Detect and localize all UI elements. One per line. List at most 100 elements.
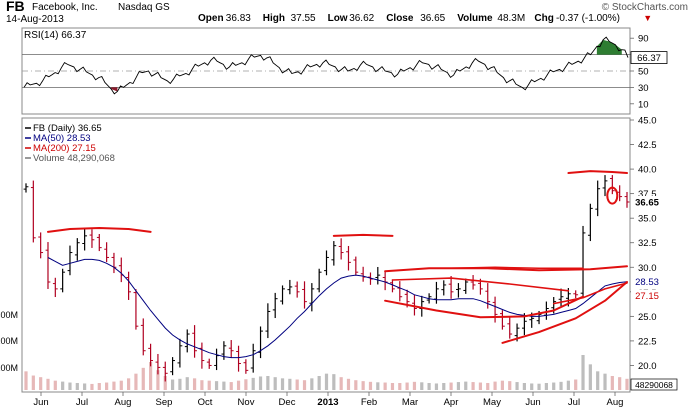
volume-bar xyxy=(544,383,548,390)
rsi-last-value: 66.37 xyxy=(630,51,668,64)
rsi-legend: RSI(14) 66.37 xyxy=(24,30,87,41)
rsi-tick-label: 90 xyxy=(638,34,649,45)
volume-bar xyxy=(61,381,65,390)
x-tick-label: Mar xyxy=(402,397,418,407)
volume-bar xyxy=(552,382,556,390)
ma50-line xyxy=(47,257,628,359)
price-tick-label: 22.5 xyxy=(638,336,657,347)
legend-entry: Volume 48,290,068 xyxy=(33,153,115,164)
volume-bar xyxy=(361,381,365,390)
annotation-support-2 xyxy=(552,282,628,305)
volume-bar xyxy=(163,376,167,390)
volume-bar xyxy=(515,382,519,390)
legend-entry: FB (Daily) 36.65 xyxy=(33,123,102,134)
quote-value-open: 36.83 xyxy=(226,13,251,24)
rsi-tick-label: 50 xyxy=(638,67,649,78)
volume-bar xyxy=(486,383,490,390)
volume-bar xyxy=(420,382,424,390)
volume-bar xyxy=(185,377,189,390)
volume-bar xyxy=(119,380,123,390)
watermark: © StockCharts.com xyxy=(602,2,688,13)
volume-axis-label: 200M xyxy=(0,336,18,346)
volume-bar xyxy=(354,380,358,390)
volume-bar xyxy=(559,381,563,390)
volume-bar xyxy=(244,379,248,390)
annotation-resistance-1 xyxy=(47,227,152,233)
chart-header: FB Facebook, Inc. Nasdaq GS 14-Aug-2013 … xyxy=(6,0,688,25)
volume-bar xyxy=(610,376,614,390)
volume-bar xyxy=(596,371,600,390)
volume-bar xyxy=(464,381,468,390)
volume-bar xyxy=(141,367,145,390)
x-tick-label: Jul xyxy=(76,397,88,407)
volume-bar xyxy=(97,383,101,390)
volume-bar xyxy=(434,383,439,390)
ma50-tag-box xyxy=(631,275,663,288)
x-tick-label: Sep xyxy=(156,397,173,407)
volume-bar xyxy=(530,383,534,390)
legend-entry: MA(200) 27.15 xyxy=(33,143,96,154)
quote-value-high: 37.55 xyxy=(291,13,316,24)
volume-bar xyxy=(383,382,387,390)
price-tick-label: 32.5 xyxy=(638,238,657,249)
volume-bar xyxy=(442,383,446,390)
volume-bar xyxy=(449,382,453,390)
volume-bar xyxy=(134,373,138,390)
volume-bar xyxy=(156,370,160,390)
rsi-tick-label: 10 xyxy=(638,99,649,110)
volume-bar xyxy=(618,377,622,390)
volume-bar xyxy=(214,381,219,390)
volume-bar xyxy=(603,373,607,390)
volume-last-label: 48290068 xyxy=(635,380,673,390)
x-tick-label: Jun xyxy=(525,397,540,407)
rsi-last-value-text: 66.37 xyxy=(637,53,661,64)
x-tick-label: May xyxy=(483,397,501,407)
volume-bar xyxy=(581,355,585,390)
volume-bar xyxy=(229,382,233,390)
rsi-ticks: 1030507090 xyxy=(630,34,649,110)
annotation-cup xyxy=(384,295,584,319)
volume-bar xyxy=(75,383,79,390)
volume-bar xyxy=(500,380,505,390)
rsi-line xyxy=(23,36,629,95)
annotation-resistance-3b xyxy=(450,266,584,270)
x-tick-label: Jun xyxy=(33,397,48,407)
annotation-resistance-3 xyxy=(384,265,628,273)
rsi-last-box xyxy=(630,51,668,64)
volume-bar xyxy=(405,382,409,390)
x-tick-label: Dec xyxy=(279,397,296,407)
volume-bar xyxy=(302,380,307,390)
annotations xyxy=(47,170,628,344)
volume-bar xyxy=(625,378,629,390)
volume-bar xyxy=(127,378,131,390)
volume-last-box xyxy=(630,378,678,391)
volume-bar xyxy=(24,371,28,390)
volume-bar xyxy=(251,377,255,390)
price-tick-label: 20.0 xyxy=(638,361,657,372)
rsi-overbought-fill xyxy=(596,39,622,55)
volume-bar xyxy=(280,378,285,390)
price-yticks: 20.022.525.027.530.032.535.037.540.042.5… xyxy=(630,116,657,372)
quote-value-chg: -0.37 (-1.00%) xyxy=(556,13,620,24)
volume-bar xyxy=(90,383,94,390)
volume-bar xyxy=(105,382,109,390)
price-tick-label: 35.0 xyxy=(638,214,657,225)
volume-bar xyxy=(398,383,402,390)
x-tick-label: 2013 xyxy=(317,397,338,407)
volume-bar xyxy=(493,381,497,390)
volume-bar xyxy=(412,381,417,390)
chg-down-arrow-icon: ▼ xyxy=(643,13,652,23)
rsi-tick-label: 30 xyxy=(638,83,649,94)
x-tick-label: Oct xyxy=(198,397,213,407)
volume-bar xyxy=(471,382,475,390)
price-bars xyxy=(23,175,630,382)
volume-bar xyxy=(522,383,526,390)
price-tick-label: 30.0 xyxy=(638,263,657,274)
volume-bar xyxy=(537,383,541,390)
price-tick-label: 40.0 xyxy=(638,165,657,176)
quote-label-low: Low xyxy=(328,13,348,24)
volume-bar xyxy=(178,378,182,390)
